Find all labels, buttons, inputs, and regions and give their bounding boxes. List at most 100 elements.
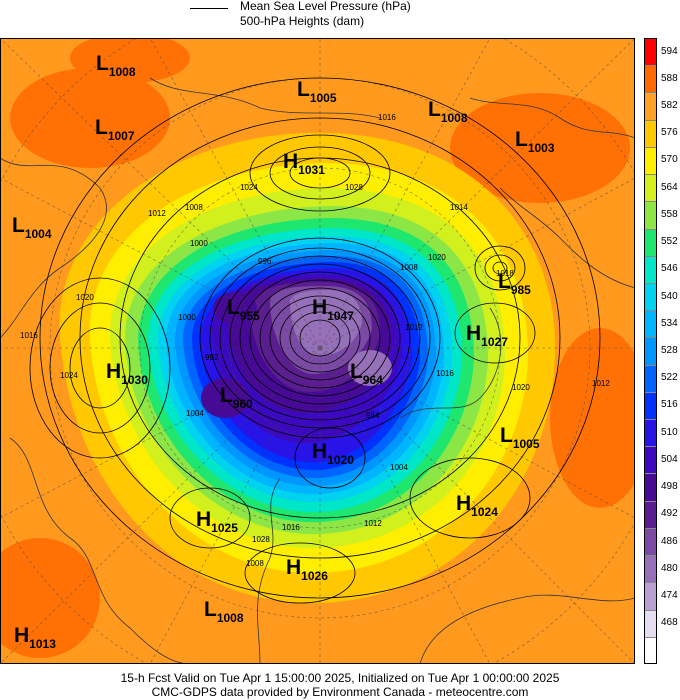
colorbar-swatch [644,337,657,365]
low-pressure-label: L955 [227,296,260,323]
colorbar-label: 480 [661,562,678,574]
isobar-label: 1012 [405,323,423,332]
low-pressure-label: L1005 [500,424,540,451]
high-pressure-label: H1025 [196,508,238,535]
low-pressure-label: L985 [498,270,531,297]
colorbar-swatch [644,228,657,256]
pressure-centers: L1008 L1005 L1008 L1007 L1003 H1031 L1004 L985 L… [12,52,555,651]
colorbar-label: 516 [661,399,678,411]
colorbar-swatch [644,119,657,147]
height-field-588 [0,38,635,658]
colorbar-label: 504 [661,453,678,465]
colorbar-label: 576 [661,127,678,139]
isobar-label: 1016 [378,113,396,122]
isobar-label: 996 [258,257,272,266]
isobar-label: 1016 [20,331,38,340]
colorbar-swatch [644,419,657,447]
coastlines [0,77,635,664]
colorbar-swatch [644,282,657,311]
isobar-label: 1016 [436,369,454,378]
isobar-label: 1020 [76,293,94,302]
isobars [29,77,601,604]
isobar-label: 1018 [496,269,514,278]
isobar-label: 1028 [252,535,270,544]
legend-pressure-text: Mean Sea Level Pressure (hPa) [240,0,411,13]
isobar-label: 1028 [345,183,363,192]
isobar-label: 1000 [190,239,208,248]
colorbar-swatch [644,473,657,501]
high-pressure-label: H1030 [106,360,148,387]
map-legend: Mean Sea Level Pressure (hPa) 500-hPa He… [190,0,490,36]
colorbar-label: 534 [661,317,678,329]
isobar-label: 1012 [148,209,166,218]
isobar-label: 1020 [428,253,446,262]
isobar-label: 1012 [364,519,382,528]
data-credit-text: CMC-GDPS data provided by Environment Ca… [151,685,529,699]
map-frame [0,38,635,664]
high-pressure-label: H1013 [14,624,56,651]
colorbar-swatch [644,92,657,120]
colorbar-swatch [644,636,657,664]
isobar-label: 1004 [390,463,408,472]
colorbar-swatch [644,255,657,283]
colorbar-swatch [644,555,657,583]
low-pressure-label: L1008 [428,98,468,125]
valid-time-text: 15-h Fcst Valid on Tue Apr 1 15:00:00 20… [120,671,560,685]
colorbar-label: 522 [661,372,678,384]
high-pressure-label: H1031 [283,150,325,177]
isobar-line-key [190,8,228,9]
colorbar-swatch [644,146,657,175]
isobar-label: 1020 [512,383,530,392]
isobar-label: 1024 [240,183,258,192]
colorbar-label: 510 [661,426,678,438]
isobar-label: 1008 [185,203,203,212]
low-pressure-label: L1004 [12,214,52,241]
low-pressure-label: L1007 [95,116,135,143]
colorbar-frame [644,38,657,664]
isobar-label: 1004 [186,409,204,418]
isobar-labels: 1016 1024 1028 1012 1008 1000 996 1014 1… [20,113,610,568]
isobar-label: 1012 [592,379,610,388]
isobar-label: 1024 [60,371,78,380]
colorbar-swatch [644,310,657,338]
colorbar-label: 486 [661,535,678,547]
colorbar-swatch [644,201,657,229]
isobar-label: 1008 [246,559,264,568]
colorbar-label: 528 [661,345,678,356]
colorbar-swatch [644,527,657,556]
colorbar-swatch [644,500,657,528]
high-pressure-label: H1027 [466,322,508,349]
colorbar-label: 492 [661,508,678,520]
colorbar-label: 498 [661,481,678,493]
low-pressure-label: L964 [350,360,383,387]
colorbar-label: 540 [661,290,678,302]
colorbar-label: 570 [661,154,678,166]
colorbar-swatch [644,609,657,637]
high-pressure-label: H1026 [286,556,328,583]
colorbar-swatch [644,65,657,93]
isobar-label: 984 [366,411,380,420]
colorbar-label: 546 [661,263,678,275]
colorbar-swatch [644,391,657,420]
colorbar-label: 564 [661,181,678,193]
isobar-label: 1000 [178,313,196,322]
colorbar-label: 594 [661,45,678,57]
colorbar-swatch [644,582,657,610]
legend-heights-text: 500-hPa Heights (dam) [240,14,365,28]
low-pressure-label: L1008 [96,52,136,79]
colorbar-swatch [644,364,657,392]
height-colorbar: 594 588 582 576 570 564 558 552 546 540 534 528 522 5… [644,38,680,664]
colorbar-label: 474 [661,589,678,601]
low-pressure-label: L960 [220,384,253,411]
colorbar-label: 588 [661,72,678,84]
colorbar-label: 468 [661,617,678,629]
isobar-label: 1014 [450,203,468,212]
isobar-label: 1016 [282,523,300,532]
isobar-label: 1008 [400,263,418,272]
colorbar-label: 552 [661,236,678,248]
colorbar-swatch [644,446,657,474]
weather-map: 1016 1024 1028 1012 1008 1000 996 1014 1… [0,38,635,664]
high-pressure-label: H1047 [312,296,354,323]
isobar-label: 992 [205,353,219,362]
colorbar-label: 582 [661,100,678,112]
